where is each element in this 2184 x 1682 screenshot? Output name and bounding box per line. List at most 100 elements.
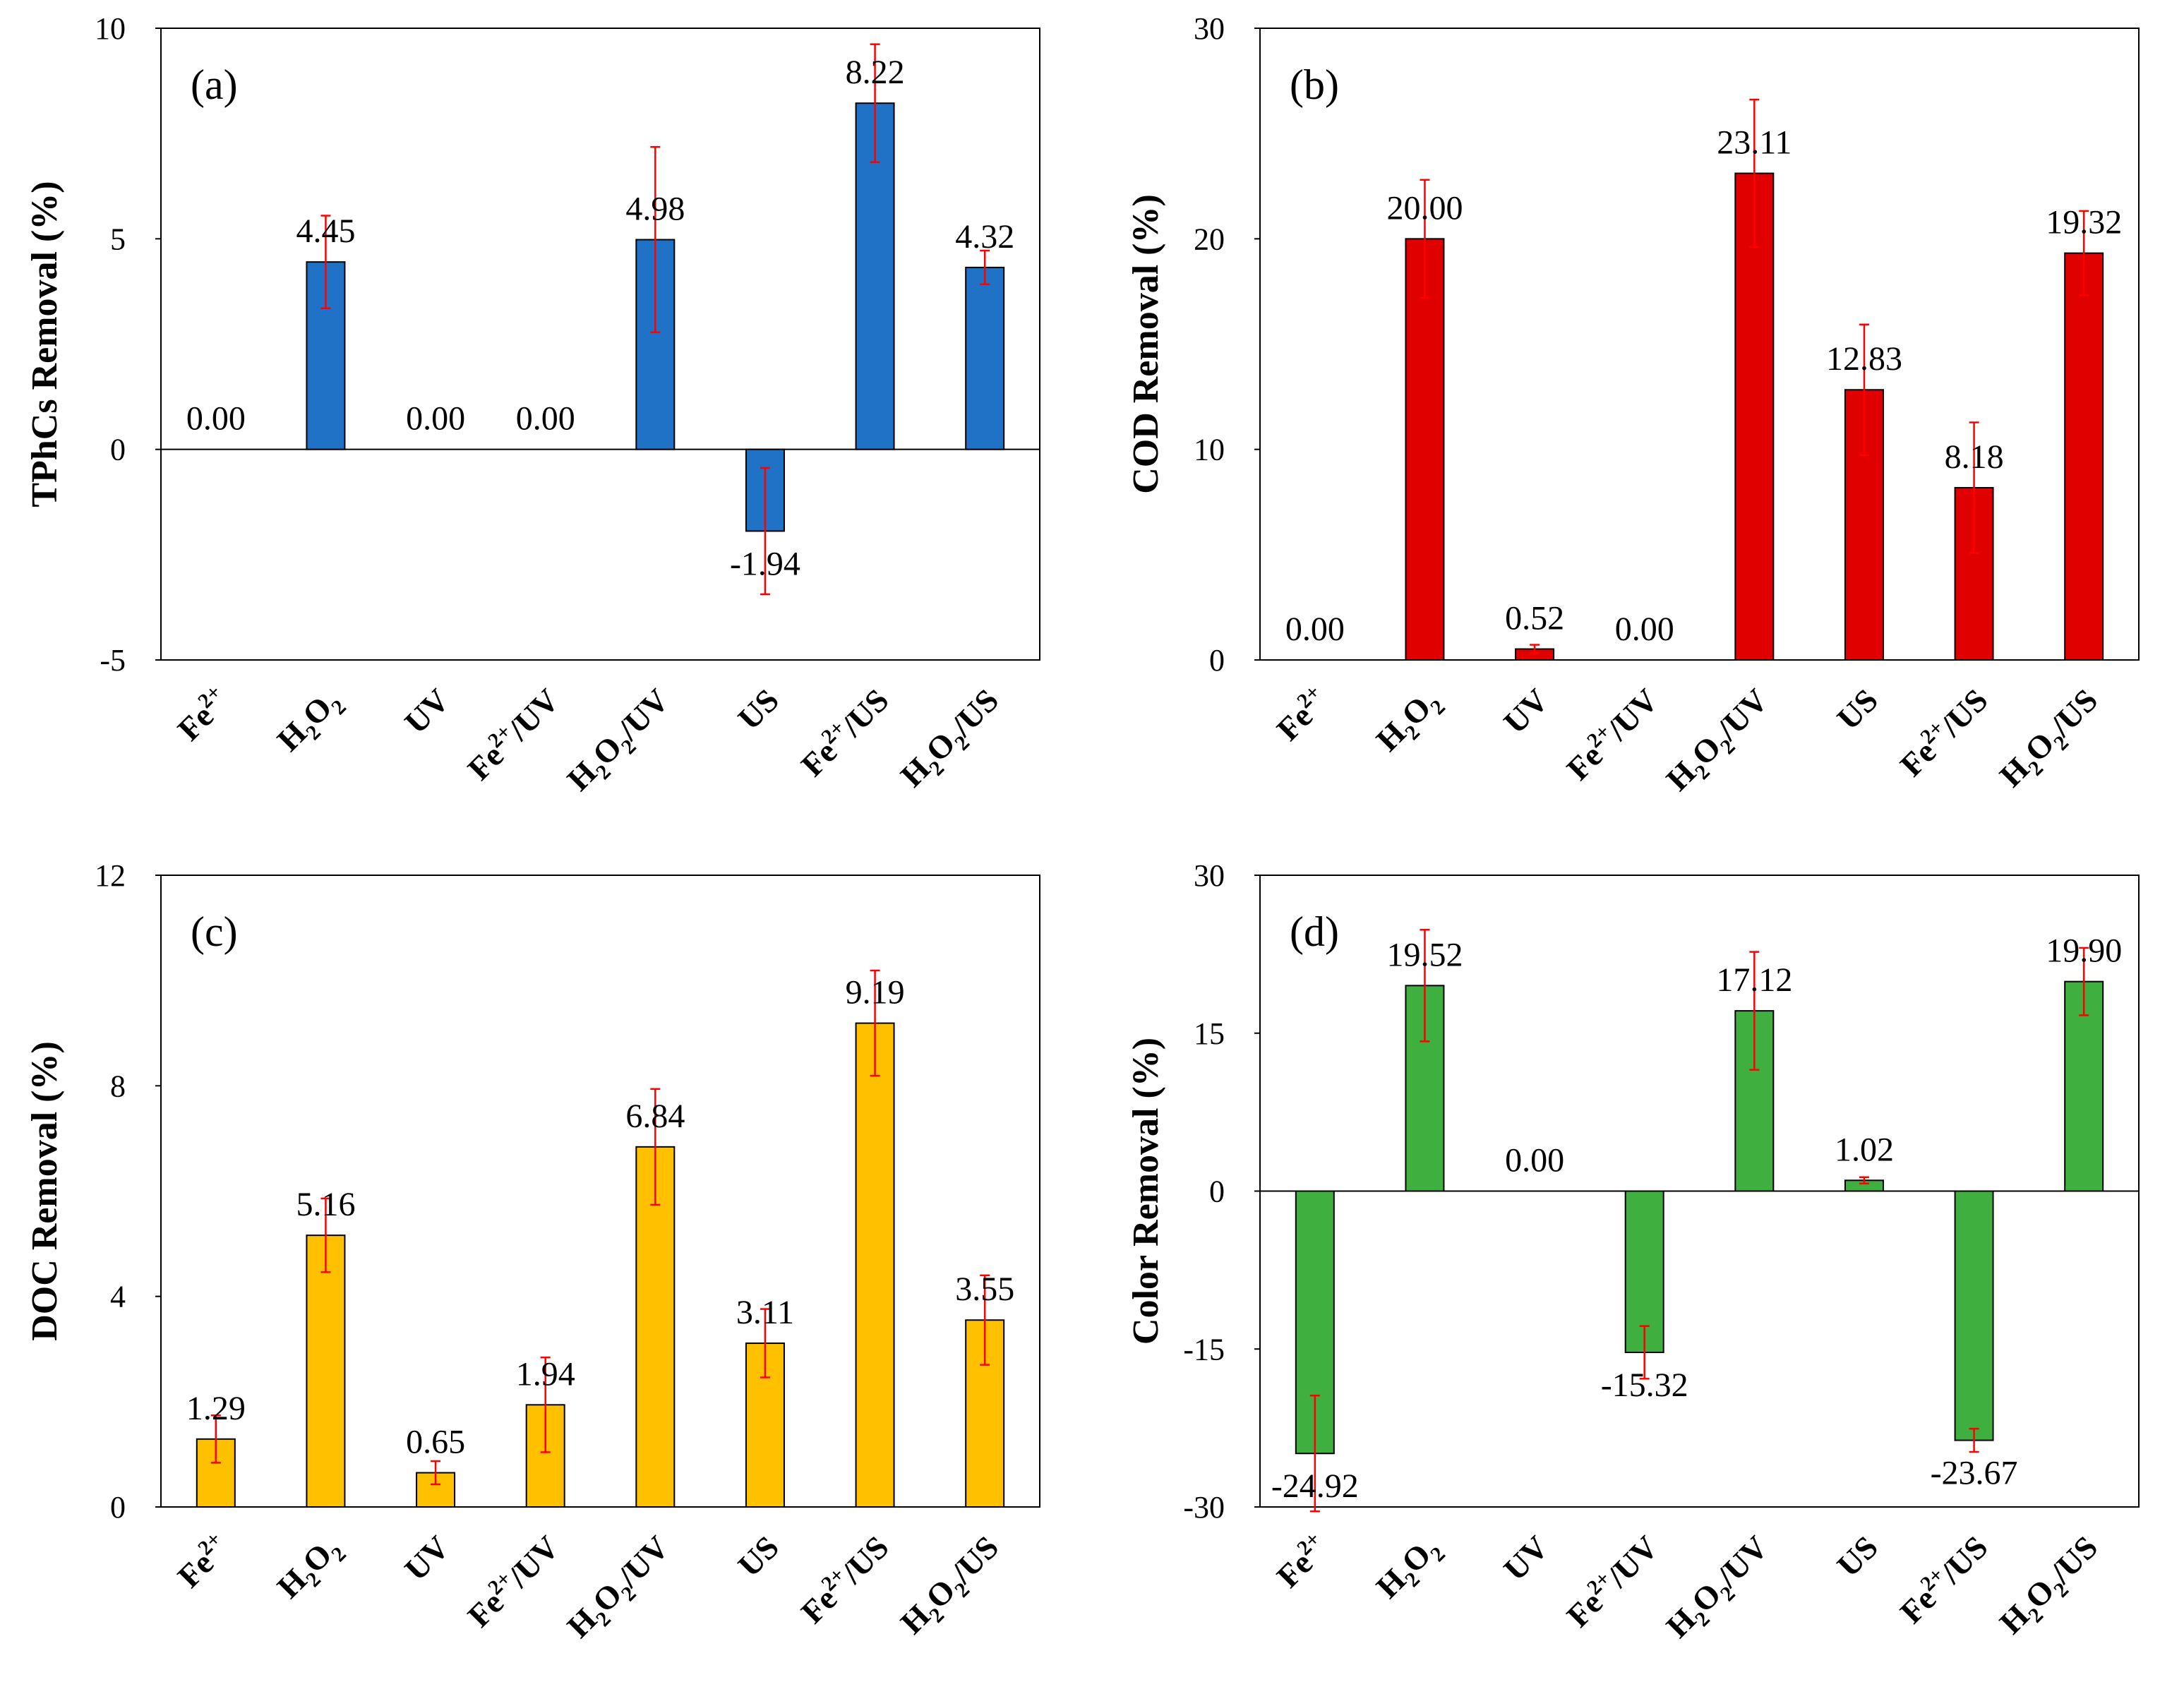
x-tick-label-4: Fe2+/UV	[1559, 680, 1665, 787]
data-label-5: 23.11	[1717, 124, 1792, 162]
x-tick-label-5: H2O2/UV	[560, 682, 680, 802]
data-label-8: 19.32	[2046, 204, 2122, 241]
bar-5	[1734, 172, 1775, 661]
error-bar-7	[1969, 421, 1979, 554]
data-label-5: 6.84	[625, 1098, 685, 1135]
y-tick-label: 0	[1209, 643, 1225, 678]
x-tick-label-5: H2O2/UV	[560, 1529, 680, 1649]
x-tick-label-3: UV	[1496, 1529, 1555, 1587]
error-bar-5	[1749, 951, 1760, 1071]
data-label-4: 1.94	[516, 1355, 575, 1393]
plot-frame	[160, 28, 1040, 661]
y-tick-label: -5	[100, 643, 126, 678]
data-label-1: 0.00	[1285, 611, 1345, 648]
x-tick-label-7: Fe2+/US	[793, 1527, 896, 1630]
panel-label: (b)	[1290, 61, 1339, 108]
data-label-7: 9.19	[846, 974, 905, 1011]
y-axis-label: TPhCs Removal (%)	[25, 181, 65, 507]
x-tick-label-2: H2O2	[1369, 1529, 1450, 1609]
data-label-6: 1.02	[1835, 1131, 1894, 1168]
x-tick-label-2: H2O2	[270, 682, 351, 762]
data-label-4: 0.00	[516, 400, 575, 438]
x-tick-label-4: Fe2+/UV	[460, 1527, 566, 1634]
data-label-5: 4.98	[625, 191, 685, 228]
y-tick-label: 20	[1194, 222, 1225, 256]
data-label-3: 0.00	[1505, 1142, 1564, 1179]
plot-frame	[160, 875, 1040, 1508]
error-bar-6	[1859, 323, 1869, 456]
panel-label: (d)	[1290, 908, 1339, 955]
error-bar-2	[320, 1197, 331, 1273]
x-tick-label-4: Fe2+/UV	[460, 680, 566, 787]
error-bar-6	[1859, 1176, 1869, 1185]
data-label-1: -24.92	[1271, 1467, 1359, 1505]
x-tick-label-5: H2O2/UV	[1659, 1529, 1779, 1649]
x-tick-label-1: Fe2+	[1268, 1527, 1336, 1594]
panel-label: (a)	[191, 61, 238, 108]
y-axis-label: DOC Removal (%)	[25, 1041, 65, 1341]
error-bar-3	[431, 1460, 441, 1486]
error-bar-5	[1749, 98, 1760, 248]
error-bar-1	[1309, 1394, 1320, 1513]
data-label-2: 4.45	[296, 212, 355, 250]
error-bar-7	[1969, 1427, 1979, 1453]
x-tick-label-7: Fe2+/US	[1892, 680, 1995, 783]
x-tick-label-1: Fe2+	[169, 680, 236, 747]
x-tick-label-7: Fe2+/US	[793, 680, 896, 783]
error-bar-3	[1530, 644, 1540, 654]
y-tick-label: 12	[95, 858, 126, 893]
data-label-4: -15.32	[1601, 1366, 1688, 1404]
error-bar-8	[2079, 947, 2089, 1016]
y-axis-label: COD Removal (%)	[1126, 194, 1166, 494]
error-bar-2	[320, 215, 331, 310]
error-bar-6	[760, 467, 770, 596]
y-tick-label: -30	[1183, 1490, 1225, 1525]
chart-panel-c: 0 4 8 12 DOC Removal (%) (c) 1.29 Fe2+ 5.16 H2O2 0…	[25, 858, 1040, 1649]
data-label-3: 0.52	[1505, 599, 1564, 637]
data-label-4: 0.00	[1615, 611, 1674, 648]
plot-frame	[1259, 28, 2140, 661]
x-tick-label-6: US	[731, 682, 786, 737]
y-tick-label: 30	[1194, 858, 1225, 893]
error-bar-2	[1420, 179, 1430, 299]
x-tick-label-5: H2O2/UV	[1659, 682, 1779, 802]
x-tick-label-8: H2O2/US	[894, 1529, 1010, 1645]
x-tick-label-1: Fe2+	[169, 1527, 236, 1594]
data-label-1: 1.29	[186, 1390, 246, 1427]
x-tick-label-2: H2O2	[270, 1529, 351, 1609]
data-label-8: 3.55	[955, 1270, 1014, 1308]
error-bar-8	[980, 1274, 990, 1366]
bar-8	[965, 266, 1005, 450]
y-tick-label: 30	[1194, 11, 1225, 46]
x-tick-label-8: H2O2/US	[1993, 1529, 2109, 1645]
error-bar-8	[2079, 210, 2089, 296]
y-tick-label: -15	[1183, 1332, 1225, 1366]
error-bar-2	[1420, 929, 1430, 1043]
chart-panel-a: -5 0 5 10 TPhCs Removal (%) (a) 0.00 Fe2+ 4.45 H2…	[25, 11, 1040, 802]
error-bar-7	[870, 969, 880, 1077]
x-tick-label-6: US	[731, 1529, 786, 1584]
chart-panel-b: 0 10 20 30 COD Removal (%) (b) 0.00 Fe2+ 20.00 H2…	[1126, 11, 2140, 802]
error-bar-5	[650, 1088, 661, 1206]
data-label-6: 12.83	[1826, 340, 1902, 378]
data-label-2: 5.16	[296, 1186, 355, 1223]
data-label-7: 8.22	[846, 54, 905, 91]
x-tick-label-6: US	[1830, 1529, 1885, 1584]
error-bar-6	[760, 1308, 770, 1378]
data-label-7: -23.67	[1931, 1455, 2018, 1492]
data-label-7: 8.18	[1945, 438, 2004, 476]
bar-8	[2064, 252, 2104, 661]
data-label-8: 19.90	[2046, 932, 2122, 970]
y-tick-label: 0	[1209, 1175, 1225, 1209]
data-label-2: 20.00	[1386, 189, 1463, 227]
bar-7	[1954, 1190, 1994, 1441]
bar-2	[1405, 238, 1445, 661]
x-tick-label-3: UV	[397, 1529, 456, 1587]
x-tick-label-1: Fe2+	[1268, 680, 1336, 747]
error-bar-8	[980, 249, 990, 286]
panel-label: (c)	[191, 908, 238, 955]
y-tick-label: 10	[95, 11, 126, 46]
chart-panel-d: -30 -15 0 15 30 Color Removal (%) (d) -24.92 Fe2…	[1126, 858, 2140, 1649]
bar-8	[2064, 980, 2104, 1192]
